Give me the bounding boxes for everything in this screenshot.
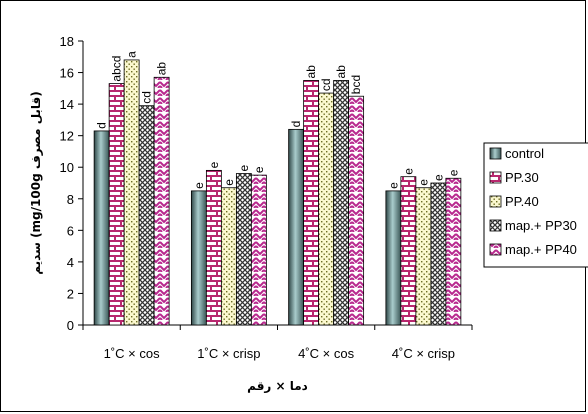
bar (445, 177, 462, 326)
bar-significance-label: e (192, 182, 206, 189)
bar-significance-label: ab (334, 65, 348, 79)
bar (415, 187, 432, 326)
bar-significance-label: cd (140, 91, 154, 104)
bar-significance-label: d (289, 121, 303, 128)
bar-significance-label: e (401, 168, 415, 175)
bar (348, 95, 365, 326)
legend-label: PP.30 (505, 170, 539, 185)
y-tick-label: 10 (60, 160, 74, 175)
legend-label: PP.40 (505, 194, 539, 209)
x-tick-label: 1˚C × cos (104, 346, 160, 361)
bar-significance-label: cd (319, 78, 333, 91)
bar-significance-label: ab (304, 65, 318, 79)
bar (430, 182, 447, 326)
y-tick-label: 8 (67, 192, 74, 207)
bar-significance-label: e (207, 161, 221, 168)
bar-significance-label: bcd (349, 75, 363, 94)
bar-significance-label: e (222, 179, 236, 186)
bar-significance-label: e (416, 179, 430, 186)
bar-significance-label: d (95, 122, 109, 129)
y-tick-label: 18 (60, 34, 74, 49)
legend-swatch (489, 243, 502, 256)
y-tick-label: 16 (60, 66, 74, 81)
x-tick-label: 1˚C × crisp (197, 346, 260, 361)
legend-label: map.+ PP40 (505, 242, 577, 257)
legend-swatch (489, 195, 502, 208)
legend: control PP.30 PP.40 map.+ PP30 map.+ PP40 (483, 142, 588, 268)
bar (385, 190, 402, 326)
bar-significance-label: e (446, 169, 460, 176)
bar (303, 80, 320, 326)
bar-significance-label: a (125, 51, 139, 58)
bar (220, 187, 237, 326)
bar (108, 83, 125, 326)
y-tick-label: 6 (67, 223, 74, 238)
bar (250, 174, 267, 326)
legend-swatch (489, 219, 502, 232)
bar-significance-label: e (252, 166, 266, 173)
legend-label: map.+ PP30 (505, 218, 577, 233)
bar-significance-label: e (237, 165, 251, 172)
x-tick-label: 4˚C × cos (298, 346, 354, 361)
legend-label: control (505, 146, 544, 161)
bar (123, 59, 140, 326)
bar (153, 76, 170, 326)
bar (190, 190, 207, 326)
bar-significance-label: ab (155, 62, 169, 76)
bars (93, 59, 462, 326)
bar (288, 128, 305, 326)
y-tick-label: 2 (67, 286, 74, 301)
bar (318, 92, 335, 326)
bar-significance-label: abcd (110, 56, 124, 82)
y-axis-title: سدیم (mg/100g قابل مصرف) (29, 91, 43, 275)
bar (333, 80, 350, 326)
bar (93, 130, 110, 326)
bar-significance-label: e (386, 182, 400, 189)
axes: 0 2 4 6 8 10 12 14 16 18 1˚C × cos 1˚C × crisp 4˚C ×… (60, 34, 473, 393)
bar (205, 169, 222, 326)
bar (400, 176, 417, 326)
x-tick-label: 4˚C × crisp (392, 346, 455, 361)
bar (235, 173, 252, 326)
y-tick-label: 4 (67, 255, 74, 270)
bar (138, 105, 155, 326)
y-tick-label: 0 (67, 318, 74, 333)
legend-swatch (489, 147, 502, 160)
x-axis-title: دما × رقم (247, 379, 308, 393)
legend-swatch (489, 171, 502, 184)
y-axis-title-group: سدیم (mg/100g قابل مصرف) (29, 91, 43, 275)
y-tick-label: 12 (60, 129, 74, 144)
bar-significance-label: e (431, 174, 445, 181)
y-tick-label: 14 (60, 97, 74, 112)
